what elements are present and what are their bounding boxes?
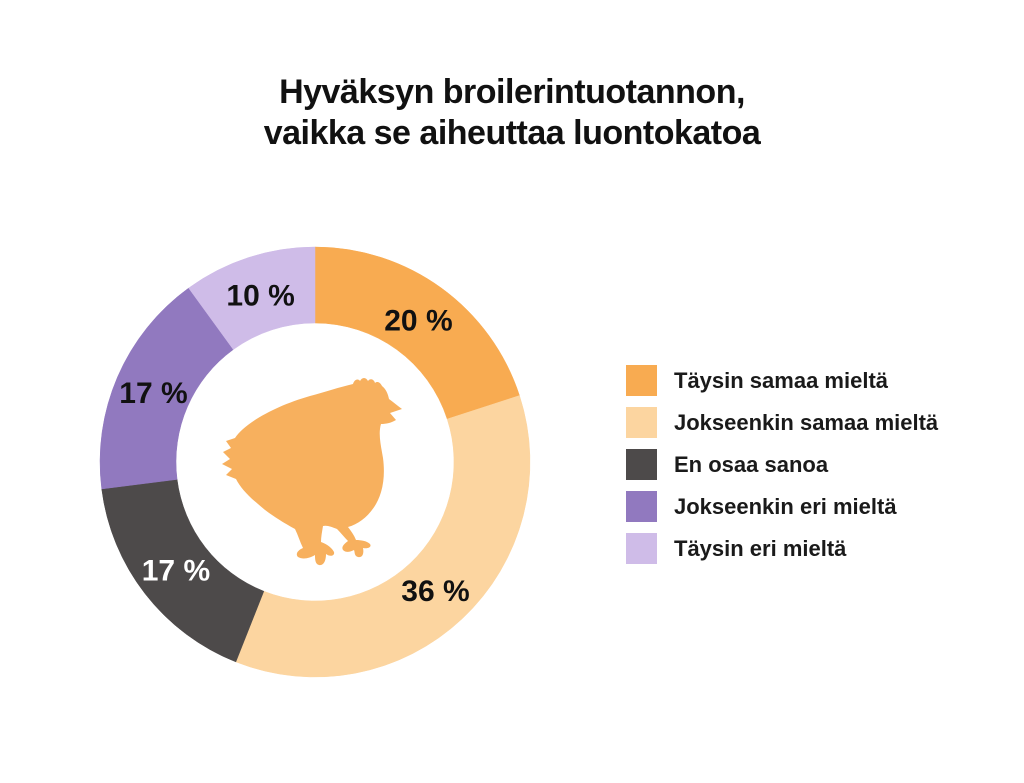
chart-title-line-1: Hyväksyn broilerintuotannon, (279, 73, 745, 111)
chart-title-line-2: vaikka se aiheuttaa luontokatoa (263, 114, 761, 152)
slice-percent-label-3: 17 % (119, 377, 187, 410)
donut-chart: 20 % 36 % 17 % 17 % 10 % (99, 246, 531, 678)
legend-item-4: Täysin eri mieltä (626, 533, 938, 564)
chart-title: Hyväksyn broilerintuotannon, vaikka se a… (0, 72, 1024, 154)
legend-item-1: Jokseenkin samaa mieltä (626, 407, 938, 438)
donut-slice-4 (188, 246, 316, 350)
legend-swatch-3 (626, 491, 657, 522)
donut-slice-0 (314, 246, 520, 420)
chicken-icon (222, 378, 402, 566)
legend: Täysin samaa mieltä Jokseenkin samaa miel… (626, 365, 938, 564)
slice-percent-label-4: 10 % (226, 279, 294, 312)
legend-label-1: Jokseenkin samaa mieltä (674, 409, 939, 435)
chicken-icon-path (222, 378, 402, 566)
slice-percent-label-0: 20 % (384, 304, 452, 337)
slice-percent-label-1: 36 % (401, 575, 469, 608)
legend-swatch-4 (626, 533, 657, 564)
legend-swatch-1 (626, 407, 657, 438)
donut-slice-1 (235, 395, 531, 678)
legend-item-3: Jokseenkin eri mieltä (626, 491, 938, 522)
legend-label-2: En osaa sanoa (674, 451, 829, 477)
legend-item-2: En osaa sanoa (626, 449, 938, 480)
legend-label-3: Jokseenkin eri mieltä (674, 493, 897, 519)
donut-slices (99, 246, 531, 678)
slice-labels: 20 % 36 % 17 % 17 % 10 % (119, 279, 469, 608)
slice-percent-label-2: 17 % (142, 555, 210, 588)
legend-swatch-0 (626, 365, 657, 396)
legend-label-0: Täysin samaa mieltä (674, 367, 889, 393)
legend-swatch-2 (626, 449, 657, 480)
legend-label-4: Täysin eri mieltä (674, 535, 847, 561)
legend-item-0: Täysin samaa mieltä (626, 365, 938, 396)
